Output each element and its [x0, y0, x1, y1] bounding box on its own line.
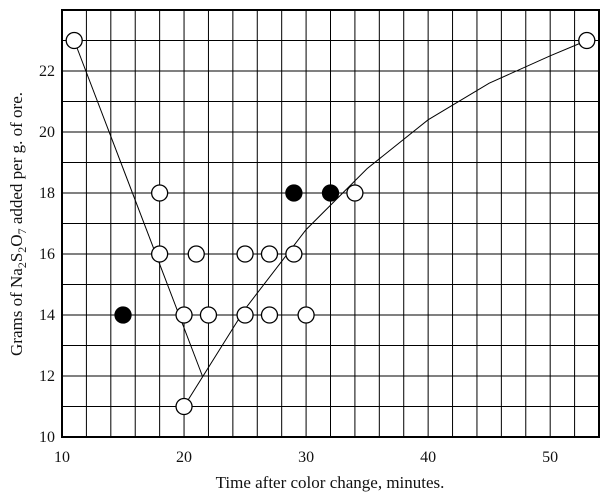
y-axis-label-part: O: [7, 234, 26, 246]
data-point-filled: [114, 306, 132, 324]
data-point-open: [65, 31, 83, 50]
plot-frame: [61, 9, 600, 438]
data-point-filled: [321, 184, 340, 202]
y-tick-label: 20: [39, 124, 55, 141]
data-point-open: [297, 306, 315, 324]
y-axis-label-part: S: [7, 253, 26, 262]
data-point-open: [199, 306, 218, 324]
data-point-open: [236, 306, 254, 324]
y-axis-label-part: Grams of Na: [7, 268, 26, 356]
data-point-open: [175, 306, 193, 324]
y-axis-label-part: added per g. of ore.: [7, 92, 26, 228]
x-tick-label: 40: [420, 449, 436, 466]
grid: [62, 10, 599, 437]
data-point-open: [150, 184, 169, 202]
y-tick-label: 22: [39, 63, 55, 80]
data-point-open: [346, 184, 364, 202]
y-tick-label: 16: [39, 246, 55, 263]
y-tick-label: 18: [39, 185, 55, 202]
x-tick-label: 50: [542, 449, 558, 466]
data-point-open: [260, 245, 279, 263]
data-point-filled: [285, 184, 303, 202]
y-axis-label-subscript: 7: [15, 228, 29, 234]
y-axis-label-subscript: 2: [15, 247, 29, 253]
data-points: [65, 31, 596, 416]
y-tick-label: 14: [39, 307, 55, 324]
y-axis-label-subscript: 2: [15, 262, 29, 268]
x-tick-labels: 10 20 30 40 50: [54, 449, 558, 466]
y-tick-labels: 10 12 14 16 18 20 22: [39, 63, 55, 446]
data-point-open: [260, 306, 279, 324]
x-tick-label: 20: [176, 449, 192, 466]
y-axis-label: Grams of Na2S2O7 added per g. of ore.: [7, 92, 29, 356]
data-point-open: [150, 245, 169, 263]
curve-line: [73, 40, 203, 377]
curve-line: [183, 40, 587, 407]
x-axis-label: Time after color change, minutes.: [216, 473, 445, 492]
data-point-open: [175, 397, 193, 416]
data-point-open: [187, 245, 205, 263]
x-tick-label: 30: [298, 449, 314, 466]
x-tick-label: 10: [54, 449, 70, 466]
y-tick-label: 10: [39, 429, 55, 446]
y-tick-label: 12: [39, 368, 55, 385]
data-point-open: [578, 31, 596, 50]
data-point-open: [236, 245, 254, 263]
data-point-open: [285, 245, 303, 263]
